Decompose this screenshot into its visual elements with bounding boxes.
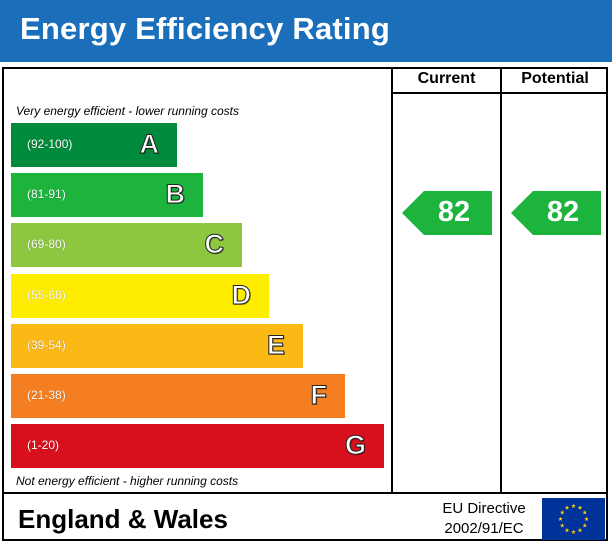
eu-star-icon — [571, 529, 576, 534]
band-range-label: (1-20) — [27, 438, 60, 452]
eu-star-icon — [582, 523, 588, 528]
band-letter: B — [165, 179, 185, 210]
rating-band-d: (55-68) D — [11, 274, 269, 318]
eu-star-icon — [558, 516, 563, 521]
rating-band-a: (92-100) A — [11, 123, 177, 167]
band-letter: A — [139, 129, 159, 160]
eu-star-icon — [559, 510, 565, 515]
rating-frame — [2, 67, 608, 541]
rating-band-c: (69-80) C — [11, 223, 242, 267]
eu-star-icon — [577, 527, 583, 533]
current-arrow-shape — [402, 191, 492, 235]
band-range-label: (55-68) — [27, 288, 66, 302]
eu-star-icon — [559, 523, 565, 528]
page-title: Energy Efficiency Rating — [20, 11, 391, 46]
potential-column-header: Potential — [521, 70, 589, 87]
rating-band-b: (81-91) B — [11, 173, 203, 217]
potential-rating-arrow: 82 — [511, 191, 601, 235]
band-range-label: (92-100) — [27, 137, 73, 151]
potential-rating-value: 82 — [546, 196, 580, 228]
column-divider-right — [500, 67, 502, 494]
footer-divider — [2, 492, 608, 494]
band-letter: C — [204, 229, 224, 260]
eu-directive-label: EU Directive 2002/91/EC — [414, 499, 554, 539]
eu-flag-icon — [542, 498, 605, 540]
potential-arrow-shape — [511, 191, 601, 235]
efficient-note: Very energy efficient - lower running co… — [16, 104, 239, 118]
band-letter: F — [310, 380, 327, 411]
rating-band-f: (21-38) F — [11, 374, 345, 418]
band-letter: E — [266, 330, 285, 361]
band-range-label: (39-54) — [27, 338, 66, 352]
column-header-divider — [391, 92, 608, 94]
eu-star-icon — [582, 510, 588, 515]
header-bar: Energy Efficiency Rating — [0, 0, 612, 62]
band-range-label: (81-91) — [27, 187, 66, 201]
rating-band-e: (39-54) E — [11, 324, 303, 368]
column-divider-left — [391, 67, 393, 494]
band-letter: G — [344, 430, 366, 461]
eu-star-icon — [571, 503, 576, 508]
band-range-label: (69-80) — [27, 237, 66, 251]
inefficient-note: Not energy efficient - higher running co… — [16, 474, 239, 488]
eu-star-icon — [564, 527, 570, 533]
current-rating-arrow: 82 — [402, 191, 492, 235]
current-rating-value: 82 — [437, 196, 471, 228]
rating-band-g: (1-20) G — [11, 424, 384, 468]
region-label: England & Wales — [18, 504, 228, 534]
directive-line-1: EU Directive — [442, 500, 526, 517]
band-letter: D — [231, 280, 251, 311]
eu-stars — [558, 503, 589, 534]
eu-star-icon — [564, 505, 570, 510]
current-column-header: Current — [417, 70, 476, 87]
directive-line-2: 2002/91/EC — [444, 520, 524, 537]
eu-star-icon — [584, 516, 589, 521]
eu-star-icon — [577, 505, 583, 510]
band-range-label: (21-38) — [27, 388, 66, 402]
